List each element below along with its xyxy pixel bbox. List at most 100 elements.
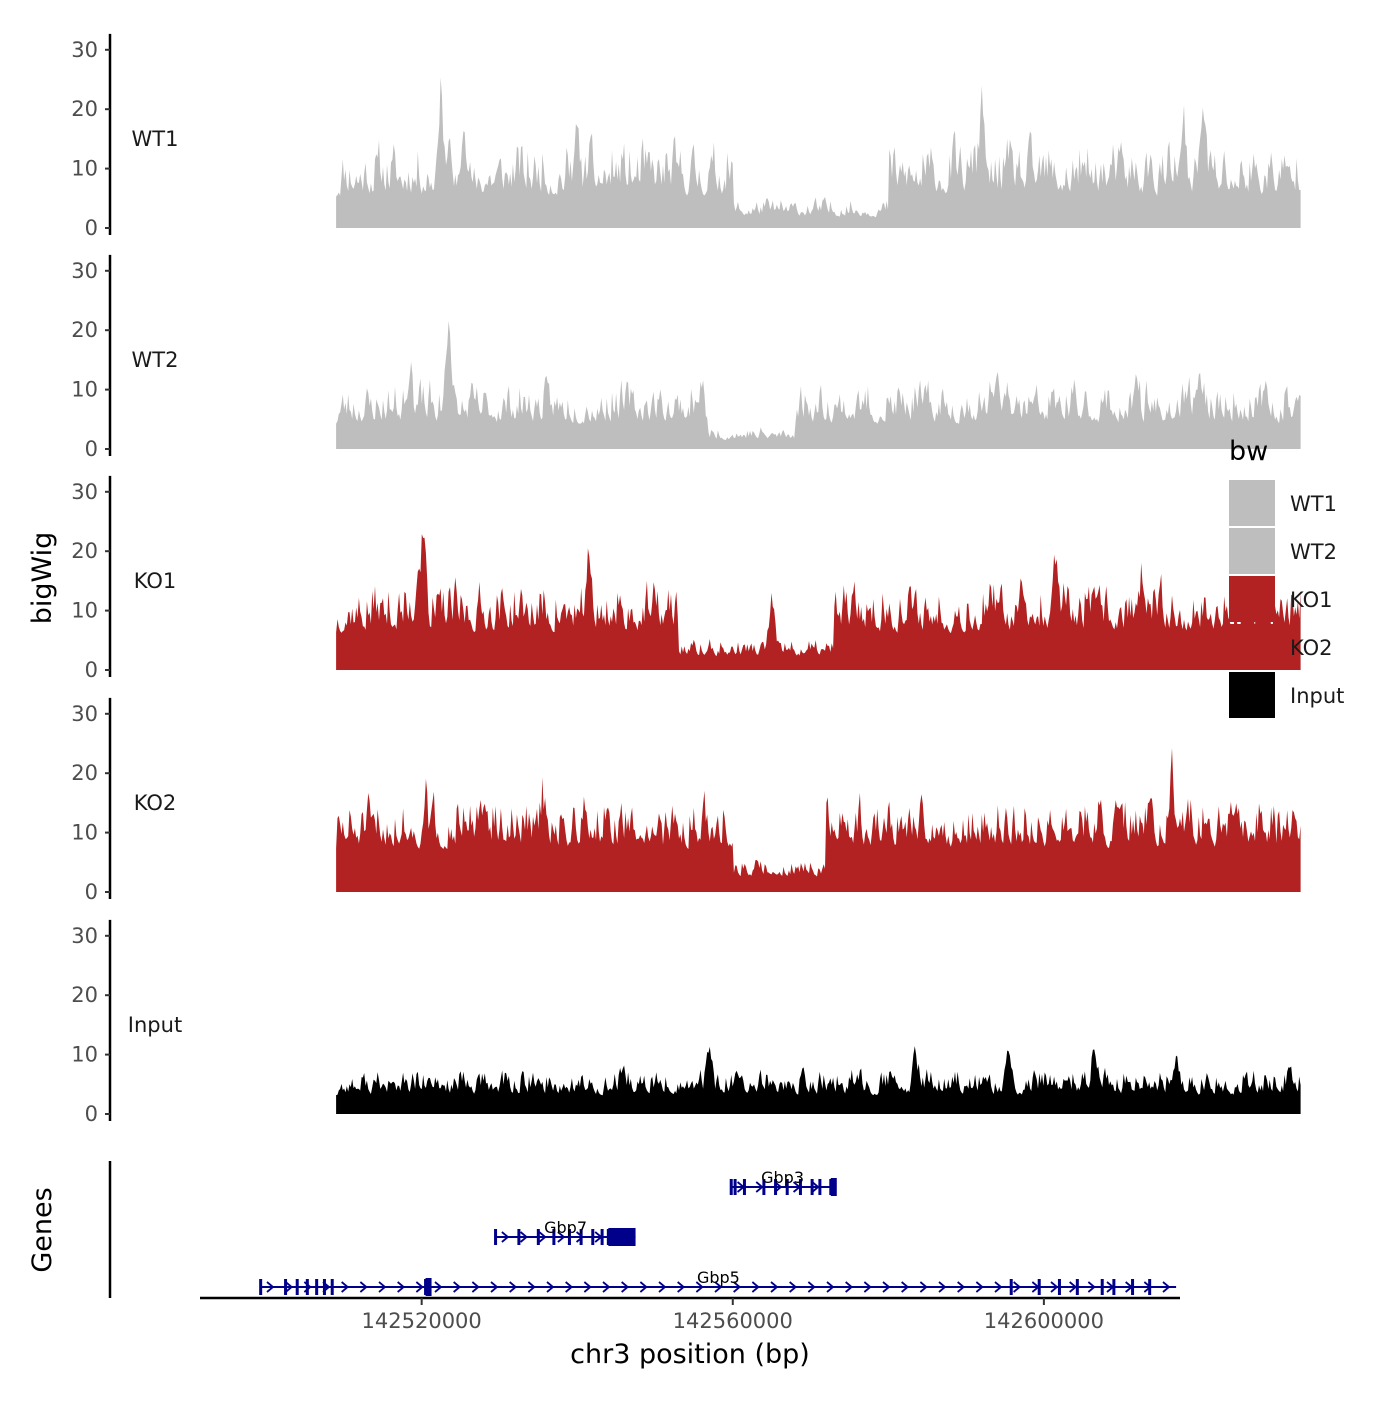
strand-arrow [1162,1281,1171,1293]
strand-arrow [501,1231,510,1243]
strand-arrow [994,1281,1003,1293]
strand-arrow [882,1281,891,1293]
legend-swatch [1229,576,1275,622]
strand-arrow [546,1281,555,1293]
y-axis-title-genes: Genes [27,1187,58,1272]
legend-title: bw [1229,436,1268,467]
exon [1009,1279,1013,1295]
x-tick-label: 142600000 [984,1309,1104,1333]
exon [567,1229,571,1245]
strand-arrow [285,1281,294,1293]
track-ko2: 0 10 20 30 KO2 [71,697,1301,904]
exon [494,1229,498,1245]
x-tick-label: 142560000 [673,1309,793,1333]
strand-arrow [845,1281,854,1293]
strand-arrow [714,1281,723,1293]
legend-label: KO2 [1290,636,1333,660]
strand-arrow [1087,1281,1096,1293]
track-label-ko2: KO2 [134,791,177,815]
gene-label-gbp5: Gbp5 [697,1268,740,1287]
strand-arrow [527,1281,536,1293]
y-tick-label-20: 20 [71,318,98,342]
gene-label-gbp3: Gbp3 [761,1168,804,1187]
y-tick-label-20: 20 [71,97,98,121]
exon [1131,1279,1135,1295]
y-tick-label-30: 30 [71,480,98,504]
strand-arrow [807,1281,816,1293]
legend: bw WT1 WT2 KO1 KO2 Input [1229,436,1344,718]
strand-arrow [677,1281,686,1293]
legend-label: WT1 [1290,492,1337,516]
exon [1100,1279,1104,1295]
coverage-area-wt2 [336,321,1301,449]
legend-item-wt2: WT2 [1229,528,1337,574]
strand-arrow [938,1281,947,1293]
track-label-input: Input [128,1013,182,1037]
strand-arrow [826,1281,835,1293]
exon [785,1179,789,1195]
gene-label-gbp7: Gbp7 [544,1218,587,1237]
track-input: 0 10 20 30 Input [71,919,1301,1126]
y-tick-label-10: 10 [71,378,98,402]
exon [517,1229,521,1245]
y-tick-label-30: 30 [71,259,98,283]
y-tick-label-30: 30 [71,924,98,948]
strand-arrow [919,1281,928,1293]
y-tick-label-10: 10 [71,599,98,623]
y-tick-label-10: 10 [71,157,98,181]
strand-arrow [695,1281,704,1293]
legend-item-input: Input [1229,672,1344,718]
exon [536,1229,540,1245]
strand-arrow [397,1281,406,1293]
strand-arrow [509,1281,518,1293]
y-tick-label-20: 20 [71,761,98,785]
strand-arrow [1013,1281,1022,1293]
y-tick-label-30: 30 [71,702,98,726]
y-tick-label-30: 30 [71,38,98,62]
track-label-ko1: KO1 [134,569,177,593]
exon [810,1179,814,1195]
strand-arrow [359,1281,368,1293]
legend-item-wt1: WT1 [1229,480,1337,526]
strand-arrow [975,1281,984,1293]
strand-arrow [789,1281,798,1293]
strand-arrow [733,1281,742,1293]
y-tick-label-20: 20 [71,539,98,563]
strand-arrow [434,1281,443,1293]
y-tick-label-0: 0 [85,880,98,904]
exon [798,1179,802,1195]
exon [322,1279,326,1295]
exon [774,1179,778,1195]
strand-arrow [770,1281,779,1293]
strand-arrow [863,1281,872,1293]
strand-arrow [755,1181,764,1193]
strand-arrow [415,1281,424,1293]
gene-track: Gbp3 Gbp7 Gbp5 [108,1161,1177,1298]
y-tick-label-0: 0 [85,216,98,240]
legend-swatch [1229,624,1275,670]
exon [1148,1279,1152,1295]
legend-label: WT2 [1290,540,1337,564]
legend-swatch [1229,528,1275,574]
gene-gbp3: Gbp3 [729,1168,837,1196]
strand-arrow [453,1281,462,1293]
strand-arrow [957,1281,966,1293]
y-tick-label-0: 0 [85,1102,98,1126]
legend-label: KO1 [1290,588,1333,612]
gene-gbp5: Gbp5 [259,1268,1177,1296]
coding-block [425,1278,432,1296]
strand-arrow [1050,1281,1059,1293]
coding-block [608,1228,636,1246]
exon [1075,1279,1079,1295]
exon [330,1279,334,1295]
strand-arrow [811,1181,820,1193]
exon [284,1279,288,1295]
track-wt1: 0 10 20 30 WT1 [71,33,1301,240]
coding-block [830,1178,837,1196]
exon [762,1179,766,1195]
strand-arrow [751,1281,760,1293]
exon [579,1229,583,1245]
track-label-wt2: WT2 [132,348,179,372]
